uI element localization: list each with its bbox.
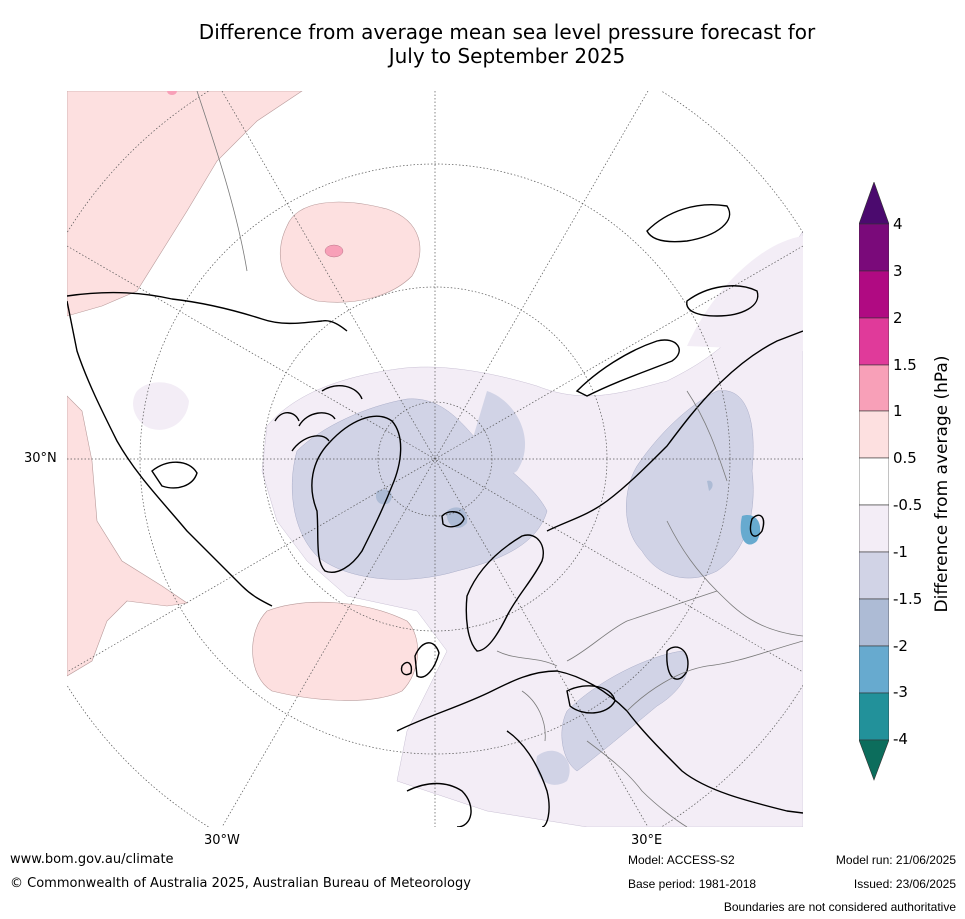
colorbar-swatches: [858, 181, 890, 781]
colorbar-label-1: 1: [893, 402, 903, 420]
issued-text: Issued: 23/06/2025: [853, 877, 956, 891]
colorbar-label-minus-0-5: -0.5: [893, 496, 923, 514]
lon-30w-label: 30°W: [204, 833, 240, 848]
colorbar-label-minus-1-5: -1.5: [893, 590, 923, 608]
colorbar: [858, 181, 890, 786]
coastlines: [67, 204, 803, 827]
colorbar-label-0-5: 0.5: [893, 449, 917, 467]
polar-map[interactable]: [67, 91, 803, 827]
colorbar-label-minus-4: -4: [893, 730, 908, 748]
colorbar-label-minus-3: -3: [893, 683, 908, 701]
title-line-2: July to September 2025: [388, 44, 626, 68]
moderate-negative-anomaly-areas: [292, 390, 754, 785]
colorbar-title: Difference from average (hPa): [932, 355, 952, 613]
positive-anomaly-areas: [67, 91, 421, 701]
model-run-text: Model run: 21/06/2025: [835, 853, 956, 867]
base-period-text: Base period: 1981-2018: [628, 877, 757, 891]
colorbar-label-1-5: 1.5: [893, 356, 917, 374]
colorbar-label-3: 3: [893, 262, 903, 280]
colorbar-label-minus-2: -2: [893, 637, 908, 655]
country-borders: [196, 91, 803, 827]
map-canvas: [67, 91, 803, 827]
title-line-1: Difference from average mean sea level p…: [198, 20, 816, 44]
website-link[interactable]: www.bom.gov.au/climate: [10, 852, 174, 867]
lat-30n-label: 30°N: [24, 451, 57, 466]
colorbar-label-minus-1: -1: [893, 543, 908, 561]
graticule: [67, 91, 803, 827]
colorbar-label-4: 4: [893, 215, 903, 233]
lon-30e-label: 30°E: [631, 833, 663, 848]
colorbar-label-2: 2: [893, 309, 903, 327]
disclaimer-text: Boundaries are not considered authoritat…: [723, 900, 956, 914]
map-title: Difference from average mean sea level p…: [0, 20, 965, 68]
copyright-text: © Commonwealth of Australia 2025, Austra…: [10, 876, 471, 891]
model-text: Model: ACCESS-S2: [628, 853, 735, 867]
